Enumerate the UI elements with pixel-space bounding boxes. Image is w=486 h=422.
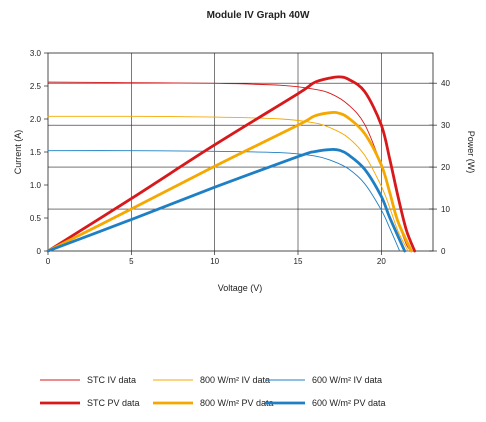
x-tick-label: 20 (377, 257, 386, 266)
series-stc-pv-data (46, 75, 417, 253)
y-left-tick-label: 2.5 (30, 82, 42, 91)
series-600-w-m-pv-data (46, 148, 407, 253)
y-left-tick-label: 0.5 (30, 214, 42, 223)
legend-label-800-w-m-iv-data: 800 W/m² IV data (200, 375, 270, 385)
y-left-tick-label: 0 (37, 247, 42, 256)
series-stc-iv-data (47, 81, 412, 252)
x-tick-label: 5 (129, 257, 134, 266)
series-lines (46, 75, 417, 253)
y-right-tick-label: 30 (441, 121, 450, 130)
series-600-w-m-iv-data (47, 150, 401, 252)
y-left-tick-label: 2.0 (30, 115, 42, 124)
y-axis-left-label: Current (A) (13, 130, 23, 175)
y-left-tick-label: 1.0 (30, 181, 42, 190)
y-axis-right-label: Power (W) (466, 131, 476, 174)
y-left-tick-label: 3.0 (30, 49, 42, 58)
y-right-tick-label: 40 (441, 79, 450, 88)
y-left-tick-label: 1.5 (30, 148, 42, 157)
x-tick-label: 15 (294, 257, 303, 266)
series-800-w-m-pv-data (46, 111, 413, 253)
legend-label-stc-pv-data: STC PV data (87, 398, 140, 408)
legend-label-800-w-m-pv-data: 800 W/m² PV data (200, 398, 274, 408)
x-axis-label: Voltage (V) (218, 283, 263, 293)
y-right-tick-label: 20 (441, 163, 450, 172)
legend-label-600-w-m-pv-data: 600 W/m² PV data (312, 398, 386, 408)
legend: STC IV data 800 W/m² IV data 600 W/m² IV d… (40, 375, 386, 408)
x-tick-label: 0 (46, 257, 51, 266)
y-right-tick-label: 10 (441, 205, 450, 214)
legend-label-600-w-m-iv-data: 600 W/m² IV data (312, 375, 382, 385)
series-800-w-m-iv-data (47, 115, 409, 252)
y-right-tick-label: 0 (441, 247, 446, 256)
legend-label-stc-iv-data: STC IV data (87, 375, 136, 385)
chart-title: Module IV Graph 40W (207, 10, 310, 21)
axis-ticks: 0 5 10 15 20 0 0.5 1.0 1.5 2.0 2.5 3.0 0 10 20 30 40 (30, 49, 451, 266)
x-tick-label: 10 (210, 257, 219, 266)
